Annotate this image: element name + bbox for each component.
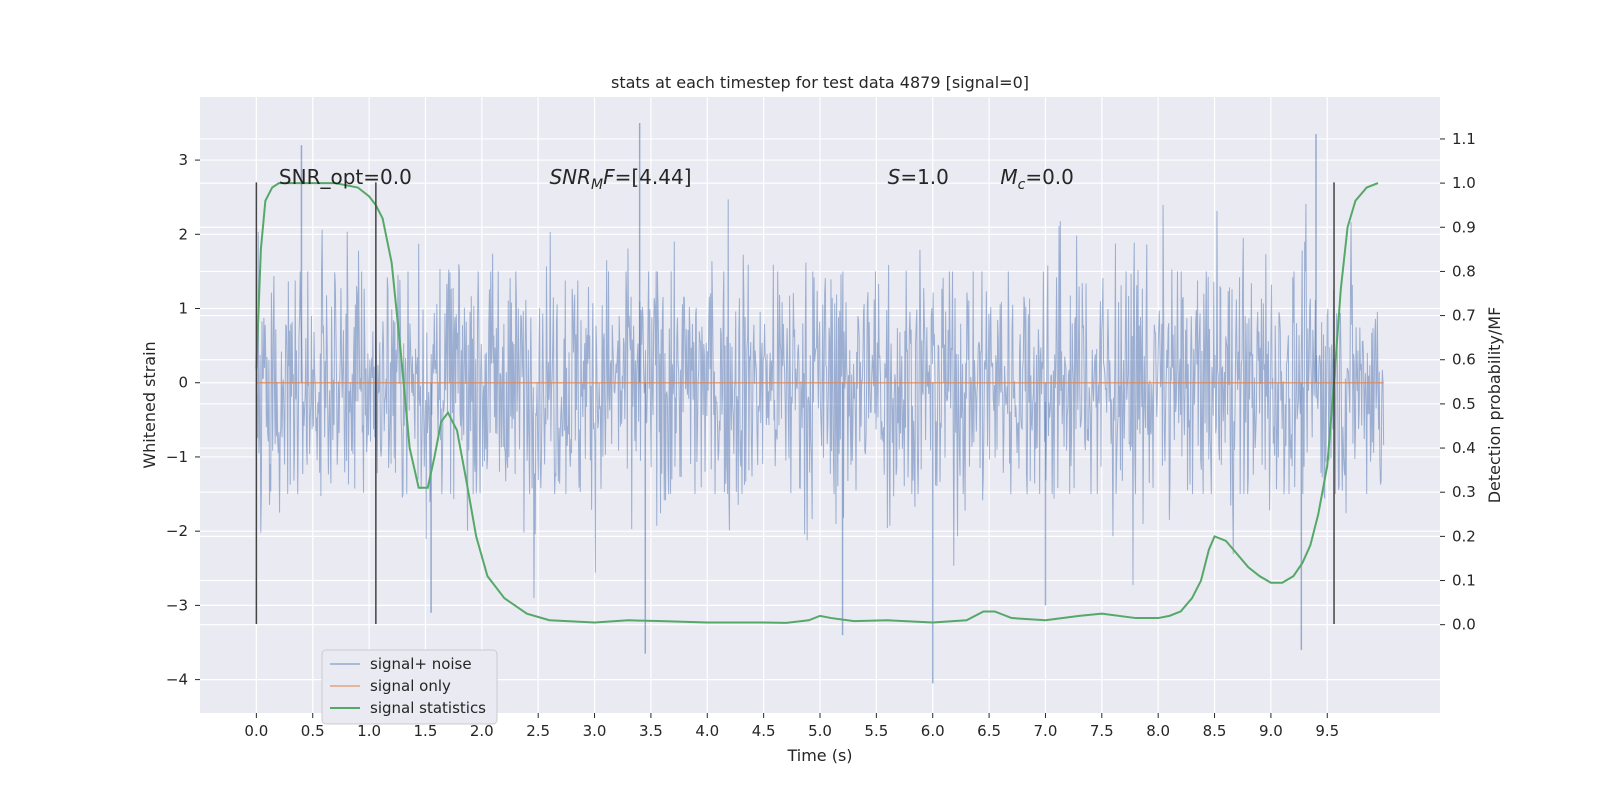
y-right-tick-label: 0.0	[1452, 616, 1476, 634]
y-tick-label: 2	[178, 225, 188, 243]
annotation-mc: Mc=0.0	[1000, 165, 1074, 193]
y-right-tick-label: 0.5	[1452, 395, 1476, 413]
x-tick-label: 8.0	[1146, 722, 1170, 740]
x-tick-label: 1.5	[414, 722, 438, 740]
annotation-snr-mf: SNRMF=[4.44]	[549, 165, 691, 193]
legend-box	[321, 649, 498, 725]
y-right-tick-label: 0.6	[1452, 351, 1476, 369]
y-tick-label: −1	[166, 448, 188, 466]
x-tick-label: 0.5	[301, 722, 325, 740]
noise-series	[255, 122, 1385, 684]
y-tick-label: 1	[178, 300, 188, 318]
y-axis-label: Whitened strain	[140, 341, 159, 468]
y-right-tick-label: 1.0	[1452, 174, 1476, 192]
x-tick-label: 2.0	[470, 722, 494, 740]
y-tick-label: 3	[178, 151, 188, 169]
annotation-snr-opt: SNR_opt=0.0	[279, 165, 412, 189]
x-tick-label: 5.5	[864, 722, 888, 740]
x-tick-label: 3.5	[639, 722, 663, 740]
y-right-tick-label: 0.7	[1452, 307, 1476, 325]
x-tick-label: 3.0	[583, 722, 607, 740]
annotation-s: S=1.0	[888, 165, 949, 189]
chart-title: stats at each timestep for test data 487…	[611, 73, 1029, 92]
y-tick-label: −2	[166, 522, 188, 540]
x-tick-label: 4.5	[752, 722, 776, 740]
y-right-tick-label: 0.3	[1452, 483, 1476, 501]
x-tick-label: 5.0	[808, 722, 832, 740]
y-axis-right-label: Detection probability/MF	[1485, 307, 1504, 504]
y-tick-label: −4	[166, 671, 188, 689]
x-tick-label: 9.5	[1315, 722, 1339, 740]
y-tick-label: −3	[166, 596, 188, 614]
x-tick-label: 7.0	[1034, 722, 1058, 740]
y-right-tick-label: 0.8	[1452, 262, 1476, 280]
x-axis-label: Time (s)	[786, 746, 852, 765]
legend-label-noise: signal+ noise	[370, 655, 472, 673]
x-tick-label: 7.5	[1090, 722, 1114, 740]
vertical-markers	[255, 182, 1335, 624]
y-right-tick-label: 0.9	[1452, 218, 1476, 236]
annotations: SNR_opt=0.0 SNRMF=[4.44] S=1.0 Mc=0.0	[279, 165, 1074, 193]
noise-line	[255, 199, 1385, 598]
x-tick-label: 8.5	[1203, 722, 1227, 740]
legend-label-signal: signal only	[370, 677, 451, 695]
x-tick-label: 9.0	[1259, 722, 1283, 740]
legend-label-statistics: signal statistics	[370, 699, 486, 717]
y-right-tick-label: 0.1	[1452, 572, 1476, 590]
x-tick-label: 4.0	[695, 722, 719, 740]
line-series	[255, 182, 1384, 624]
y-right-tick-label: 1.1	[1452, 130, 1476, 148]
x-tick-label: 6.5	[977, 722, 1001, 740]
y-right-tick-label: 0.2	[1452, 527, 1476, 545]
signal-statistics-line	[255, 182, 1379, 624]
x-tick-label: 2.5	[526, 722, 550, 740]
y-tick-label: 0	[178, 374, 188, 392]
x-tick-label: 6.0	[921, 722, 945, 740]
legend: signal+ noise signal only signal statist…	[321, 649, 498, 725]
x-tick-label: 1.0	[357, 722, 381, 740]
y-right-tick-label: 0.4	[1452, 439, 1476, 457]
tick-labels: 0.0 0.5 1.0 1.5 2.0 2.5 3.0 3.5 4.0 4.5 5.0 5.5 6.0 6…	[166, 130, 1476, 740]
x-tick-label: 0.0	[244, 722, 268, 740]
